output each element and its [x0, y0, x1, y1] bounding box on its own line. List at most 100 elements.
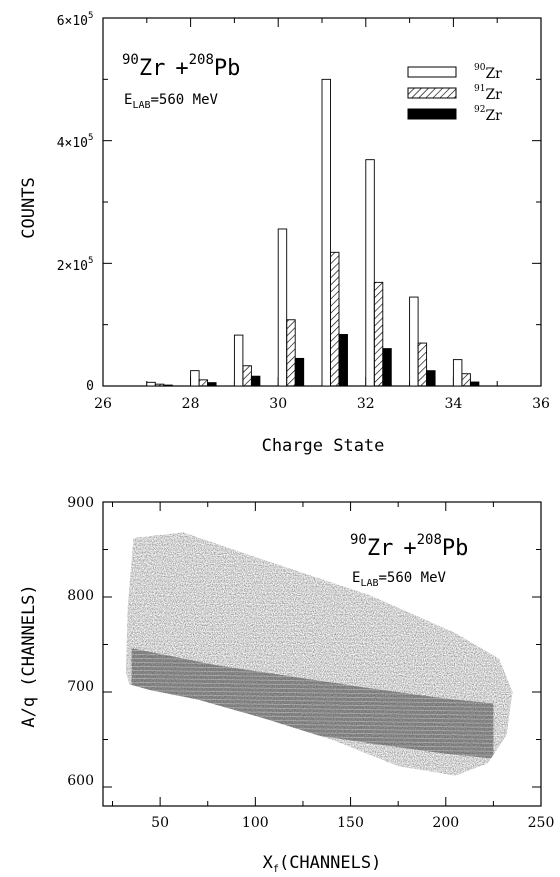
- bar-open-29: [233, 334, 244, 387]
- scatter-x-tick-label: 200: [432, 815, 459, 831]
- scatter-x-tick-label: 50: [151, 815, 169, 831]
- density-striation: [103, 518, 541, 524]
- bar-y-tick-label: 2×10: [57, 259, 88, 274]
- scatter-x-tick-label: 100: [242, 815, 269, 831]
- bar-hatched-32: [373, 281, 384, 387]
- density-striation: [103, 806, 541, 812]
- bar-chart-panel: 0 2×10 5 4×10 5 6×10 5 26 28 30 32 34 36…: [19, 11, 550, 456]
- density-striation: [103, 782, 541, 788]
- bar-proj-symbol: Zr: [139, 56, 166, 81]
- density-striation: [103, 506, 541, 512]
- bar-y-tick-exp: 5: [88, 11, 93, 21]
- scatter-energy-value: =560 MeV: [379, 570, 447, 586]
- density-striation: [103, 514, 541, 520]
- legend-entry: 92Zr: [474, 105, 502, 124]
- density-striation: [103, 502, 541, 508]
- bar-marks: [146, 78, 480, 387]
- density-striation: [103, 778, 541, 784]
- density-striation: [103, 798, 541, 804]
- bar-solid-28: [207, 382, 217, 387]
- bar-solid-32: [382, 348, 392, 387]
- bar-x-tick-label: 32: [357, 396, 375, 412]
- scatter-axis-ticks: [103, 501, 542, 806]
- scatter-y-tick-label: 800: [67, 588, 94, 604]
- bar-hatched-29: [242, 365, 252, 387]
- legend-name: Zr: [485, 87, 502, 103]
- density-striation: [103, 786, 541, 792]
- legend-mass: 90: [474, 63, 486, 73]
- bar-y-axis-label: COUNTS: [19, 177, 39, 238]
- bar-open-27: [146, 381, 156, 387]
- bar-energy-sub: LAB: [132, 100, 150, 111]
- bar-y-tick-exp: 5: [88, 256, 93, 266]
- bar-energy-label: ELAB=560 MeV: [124, 92, 219, 111]
- bar-x-tick-label: 36: [532, 396, 550, 412]
- bar-hatched-30: [286, 319, 296, 387]
- legend-entry: 91Zr: [474, 84, 502, 103]
- bar-open-34: [452, 359, 463, 387]
- bar-open-31: [321, 78, 331, 387]
- bar-open-28: [190, 370, 200, 387]
- legend-name: Zr: [485, 66, 502, 82]
- scatter-y-tick-label: 700: [67, 679, 94, 695]
- bar-y-tick-label: 4×10: [57, 136, 88, 151]
- scatter-energy-prefix: E: [352, 570, 360, 586]
- bar-x-tick-label: 28: [182, 396, 200, 412]
- bar-hatched-27: [154, 383, 165, 387]
- scatter-y-tick-label: 900: [67, 495, 94, 511]
- scatter-targ-mass: 208: [417, 532, 442, 548]
- density-striation: [103, 802, 541, 808]
- scatter-plus-sign: +: [403, 536, 416, 561]
- bar-hatched-28: [198, 379, 209, 387]
- scatter-proj-mass: 90: [350, 532, 367, 548]
- bar-x-tick-label: 34: [444, 396, 462, 412]
- density-striation: [125, 769, 513, 776]
- bar-x-tick-label: 30: [269, 396, 287, 412]
- bar-targ-mass: 208: [189, 52, 214, 68]
- scatter-x-tick-label: 250: [528, 815, 555, 831]
- bar-x-tick-labels: 26 28 30 32 34 36: [94, 396, 550, 412]
- density-striation: [103, 510, 541, 516]
- bar-energy-value: =560 MeV: [151, 92, 219, 108]
- density-speckle: [125, 532, 513, 776]
- scatter-x-tick-label: 150: [337, 815, 364, 831]
- bar-open-30: [277, 228, 288, 387]
- scatter-y-tick-label: 600: [67, 773, 94, 789]
- bar-x-axis-label: Charge State: [262, 436, 385, 456]
- density-striation: [103, 522, 541, 528]
- bar-x-tick-label: 26: [94, 396, 112, 412]
- scatter-y-axis-label: A/q (CHANNELS): [19, 584, 39, 727]
- scatter-targ-symbol: Pb: [442, 536, 469, 561]
- bar-hatched-34: [461, 373, 471, 387]
- density-striation: [103, 526, 541, 532]
- legend-swatch-hatched: [407, 87, 457, 99]
- bar-targ-symbol: Pb: [214, 56, 241, 81]
- bar-solid-30: [294, 357, 305, 387]
- bar-proj-mass: 90: [122, 52, 139, 68]
- scatter-plot-frame: [102, 501, 542, 807]
- bar-hatched-33: [417, 342, 428, 387]
- density-striation: [103, 794, 541, 800]
- bar-plus-sign: +: [175, 56, 188, 81]
- scatter-density: [103, 502, 541, 812]
- bar-solid-33: [426, 370, 436, 387]
- scatter-x-tick-labels: 50 100 150 200 250: [151, 815, 554, 831]
- bar-solid-29: [250, 375, 261, 387]
- bar-reaction-label: 90Zr +208Pb: [122, 52, 240, 81]
- scatter-chart-panel: 600 700 800 900 50 100 150 200 250 Xf(CH…: [19, 495, 554, 875]
- bar-y-tick-labels: 0 2×10 5 4×10 5 6×10 5: [57, 11, 94, 394]
- bar-y-tick-label: 0: [86, 379, 94, 394]
- bar-y-tick-label: 6×10: [57, 14, 88, 29]
- scatter-proj-symbol: Zr: [367, 536, 394, 561]
- legend-mass: 91: [474, 84, 485, 94]
- bar-open-32: [365, 159, 375, 387]
- density-striation: [125, 773, 513, 776]
- bar-solid-31: [338, 334, 348, 387]
- scatter-y-tick-labels: 600 700 800 900: [67, 495, 94, 789]
- scatter-reaction-label: 90Zr +208Pb: [350, 532, 468, 561]
- bar-energy-prefix: E: [124, 92, 132, 108]
- legend-swatch-solid: [407, 108, 457, 120]
- density-striation: [103, 790, 541, 796]
- bar-solid-34: [469, 381, 480, 387]
